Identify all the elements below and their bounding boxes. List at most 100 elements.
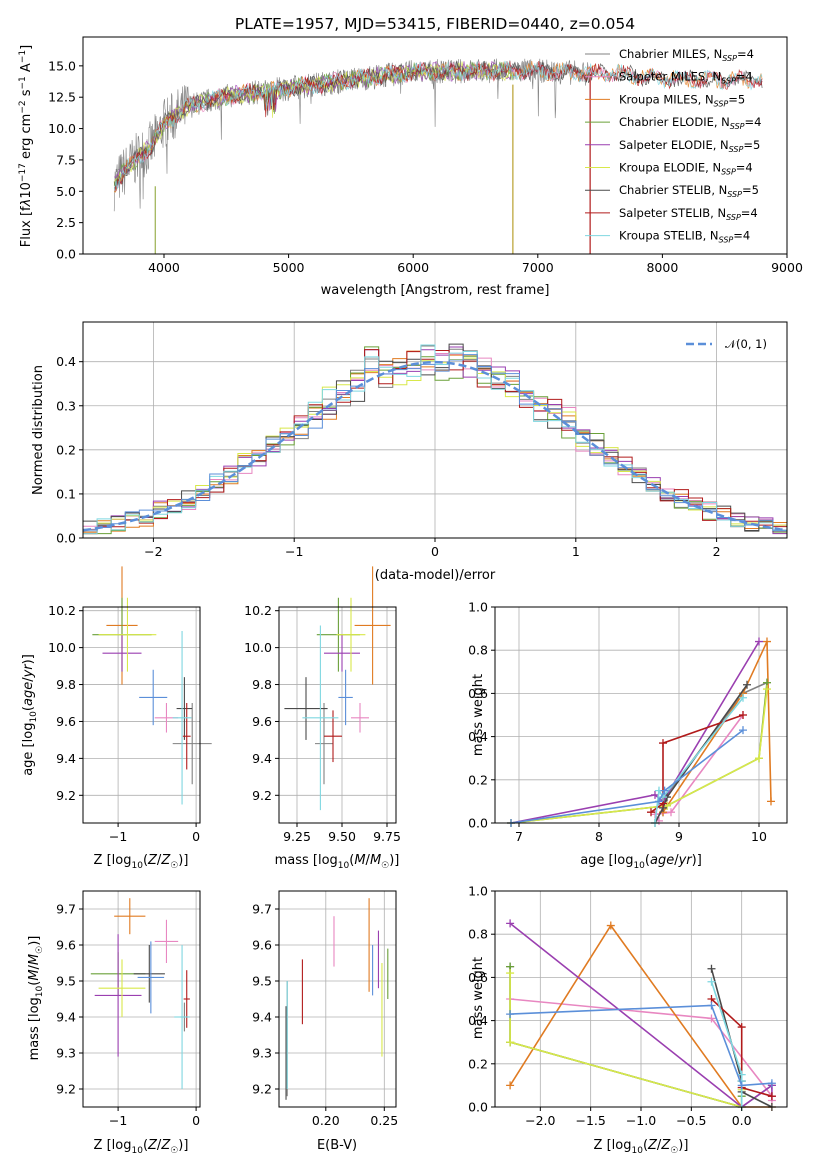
age-vs-mass-frame	[278, 606, 397, 824]
spectrum-xtick-label: 8000	[646, 260, 678, 275]
residual-ytick-label: 0.2	[56, 442, 76, 457]
weight-vs-z-ytick-label: 0.4	[468, 1013, 488, 1028]
weight-vs-z-marker-7-1	[737, 1023, 746, 1032]
mass-vs-z-ytick-label: 9.6	[56, 938, 76, 953]
legend-label-5: Kroupa ELODIE, NSSP=4	[619, 161, 753, 177]
weight-vs-z-marker-6-0	[707, 964, 716, 973]
weight-vs-age-marker-9-2	[660, 786, 669, 795]
residual-xtick-label: 0	[431, 544, 439, 559]
mass-vs-z-xtick-label: 0	[192, 1113, 200, 1128]
weight-vs-z-marker-4-0	[506, 919, 515, 928]
age-vs-z-ytick-label: 10.2	[48, 603, 76, 618]
weight-vs-age-marker-6-3	[743, 680, 751, 689]
spectrum-xtick-label: 5000	[273, 260, 305, 275]
weight-vs-z-marker-7-3	[767, 1092, 776, 1101]
weight-vs-age-frame	[494, 606, 788, 824]
weight-vs-age-marker-4-3	[755, 637, 763, 646]
mass-vs-z-ytick-label: 9.4	[56, 1010, 76, 1025]
weight-vs-z-marker-1-1	[707, 1014, 716, 1023]
age-vs-mass-xtick-label: 9.50	[328, 829, 356, 844]
weight-vs-z-ytick-label: 0.0	[468, 1100, 488, 1115]
age-vs-mass-ytick-label: 9.6	[252, 714, 272, 729]
age-vs-z-ytick-label: 9.6	[56, 714, 76, 729]
age-vs-mass-ytick-label: 10.2	[244, 603, 272, 618]
mass-vs-z-ytick-label: 9.2	[56, 1082, 76, 1097]
residual-xtick-label: −2	[144, 544, 162, 559]
weight-vs-age-xtick-label: 8	[595, 829, 603, 844]
weight-vs-age-line-2	[662, 641, 772, 813]
weight-vs-age-xtick-label: 10	[751, 829, 767, 844]
mass-vs-ebv-xtick-label: 0.20	[312, 1113, 340, 1128]
residual-hists	[83, 343, 787, 535]
legend-label-0: Chabrier MILES, NSSP=4	[619, 47, 754, 63]
weight-vs-z-xtick-label: −2.0	[525, 1113, 555, 1128]
residual-ytick-label: 0.1	[56, 486, 76, 501]
weight-vs-age-marker-2-3	[767, 797, 775, 806]
residual-ytick-label: 0.0	[56, 531, 76, 546]
mass-vs-ebv-ytick-label: 9.3	[252, 1046, 272, 1061]
weight-vs-age-marker-9-3	[739, 726, 747, 735]
weight-vs-z-line-3	[509, 966, 743, 1109]
spectrum-ytick-label: 15.0	[48, 58, 76, 73]
weight-vs-z-marker-2-1	[606, 921, 615, 930]
weight-vs-z-xtick-label: −1.5	[575, 1113, 605, 1128]
age-vs-mass-grid	[279, 607, 396, 823]
weight-vs-z-line-5	[509, 973, 743, 1109]
mass-vs-z-frame	[82, 890, 201, 1108]
weight-vs-z-marker-9-3	[767, 1079, 776, 1088]
weight-vs-age-xtick-label: 9	[675, 829, 683, 844]
weight-vs-z-marker-9-0	[506, 1010, 515, 1019]
age-vs-z-ytick-label: 9.4	[56, 751, 76, 766]
residual-xtick-label: −1	[285, 544, 303, 559]
residual-ytick-label: 0.3	[56, 398, 76, 413]
age-vs-z-ytick-label: 9.8	[56, 677, 76, 692]
weight-vs-z-marker-5-1	[506, 1038, 515, 1047]
spectrum-xtick-label: 4000	[148, 260, 180, 275]
mass-vs-ebv-grid	[279, 891, 396, 1107]
weight-vs-z-marker-9-1	[707, 1001, 716, 1010]
weight-vs-z-ytick-label: 0.2	[468, 1056, 488, 1071]
weight-vs-age-marker-7-0	[647, 808, 655, 817]
legend-label-3: Chabrier ELODIE, NSSP=4	[619, 115, 761, 131]
spectrum-lines	[113, 58, 763, 254]
mass-vs-z-ytick-label: 9.3	[56, 1046, 76, 1061]
spectrum-xtick-label: 6000	[397, 260, 429, 275]
spectrum-frame	[82, 36, 788, 255]
mass-vs-z-xtick-label: −1	[109, 1113, 127, 1128]
weight-vs-age-marker-5-3	[763, 685, 771, 694]
weight-vs-age-marker-2-2	[763, 637, 771, 646]
age-vs-z-frame	[82, 606, 201, 824]
weight-vs-age-line-5	[510, 689, 768, 824]
normal-curve	[83, 360, 787, 532]
spectrum-ytick-label: 0.0	[56, 247, 76, 262]
spectrum-ytick-label: 5.0	[56, 184, 76, 199]
weight-vs-age-line-3	[510, 682, 768, 824]
weight-vs-age-ytick-label: 0.8	[468, 643, 488, 658]
weight-vs-z-xtick-label: −0.5	[676, 1113, 706, 1128]
weight-vs-age-line-6	[654, 684, 748, 824]
weight-vs-z-line-9	[510, 1004, 772, 1087]
weight-vs-z-marker-5-0	[506, 969, 515, 978]
mass-vs-ebv-ytick-label: 9.4	[252, 1010, 272, 1025]
residual-xtick-label: 1	[572, 544, 580, 559]
legend-label-4: Salpeter ELODIE, NSSP=5	[619, 138, 760, 154]
residual-hist-normal	[83, 354, 787, 535]
weight-vs-age-ytick-label: 0.6	[468, 686, 488, 701]
mass-vs-ebv-ytick-label: 9.5	[252, 974, 272, 989]
mass-vs-z-ytick-label: 9.5	[56, 974, 76, 989]
weight-vs-z-line-7	[710, 998, 773, 1097]
legend-label-8: Kroupa STELIB, NSSP=4	[619, 229, 750, 245]
legend-label-6: Chabrier STELIB, NSSP=5	[619, 183, 759, 199]
age-vs-z-ytick-label: 10.0	[48, 640, 76, 655]
mass-vs-ebv-ytick-label: 9.2	[252, 1082, 272, 1097]
weight-vs-age-marker-8-3	[739, 693, 747, 702]
weight-vs-z-line-4	[509, 922, 773, 1109]
weight-vs-age-line-8	[654, 697, 744, 824]
age-vs-z-xtick-label: 0	[192, 829, 200, 844]
weight-vs-age-marker-7-3	[739, 711, 747, 719]
weight-vs-z-marker-8-0	[707, 977, 716, 986]
weight-vs-age-ytick-label: 0.0	[468, 816, 488, 831]
weight-vs-z-xtick-label: 0.0	[732, 1113, 752, 1128]
residual-ytick-label: 0.4	[56, 354, 76, 369]
